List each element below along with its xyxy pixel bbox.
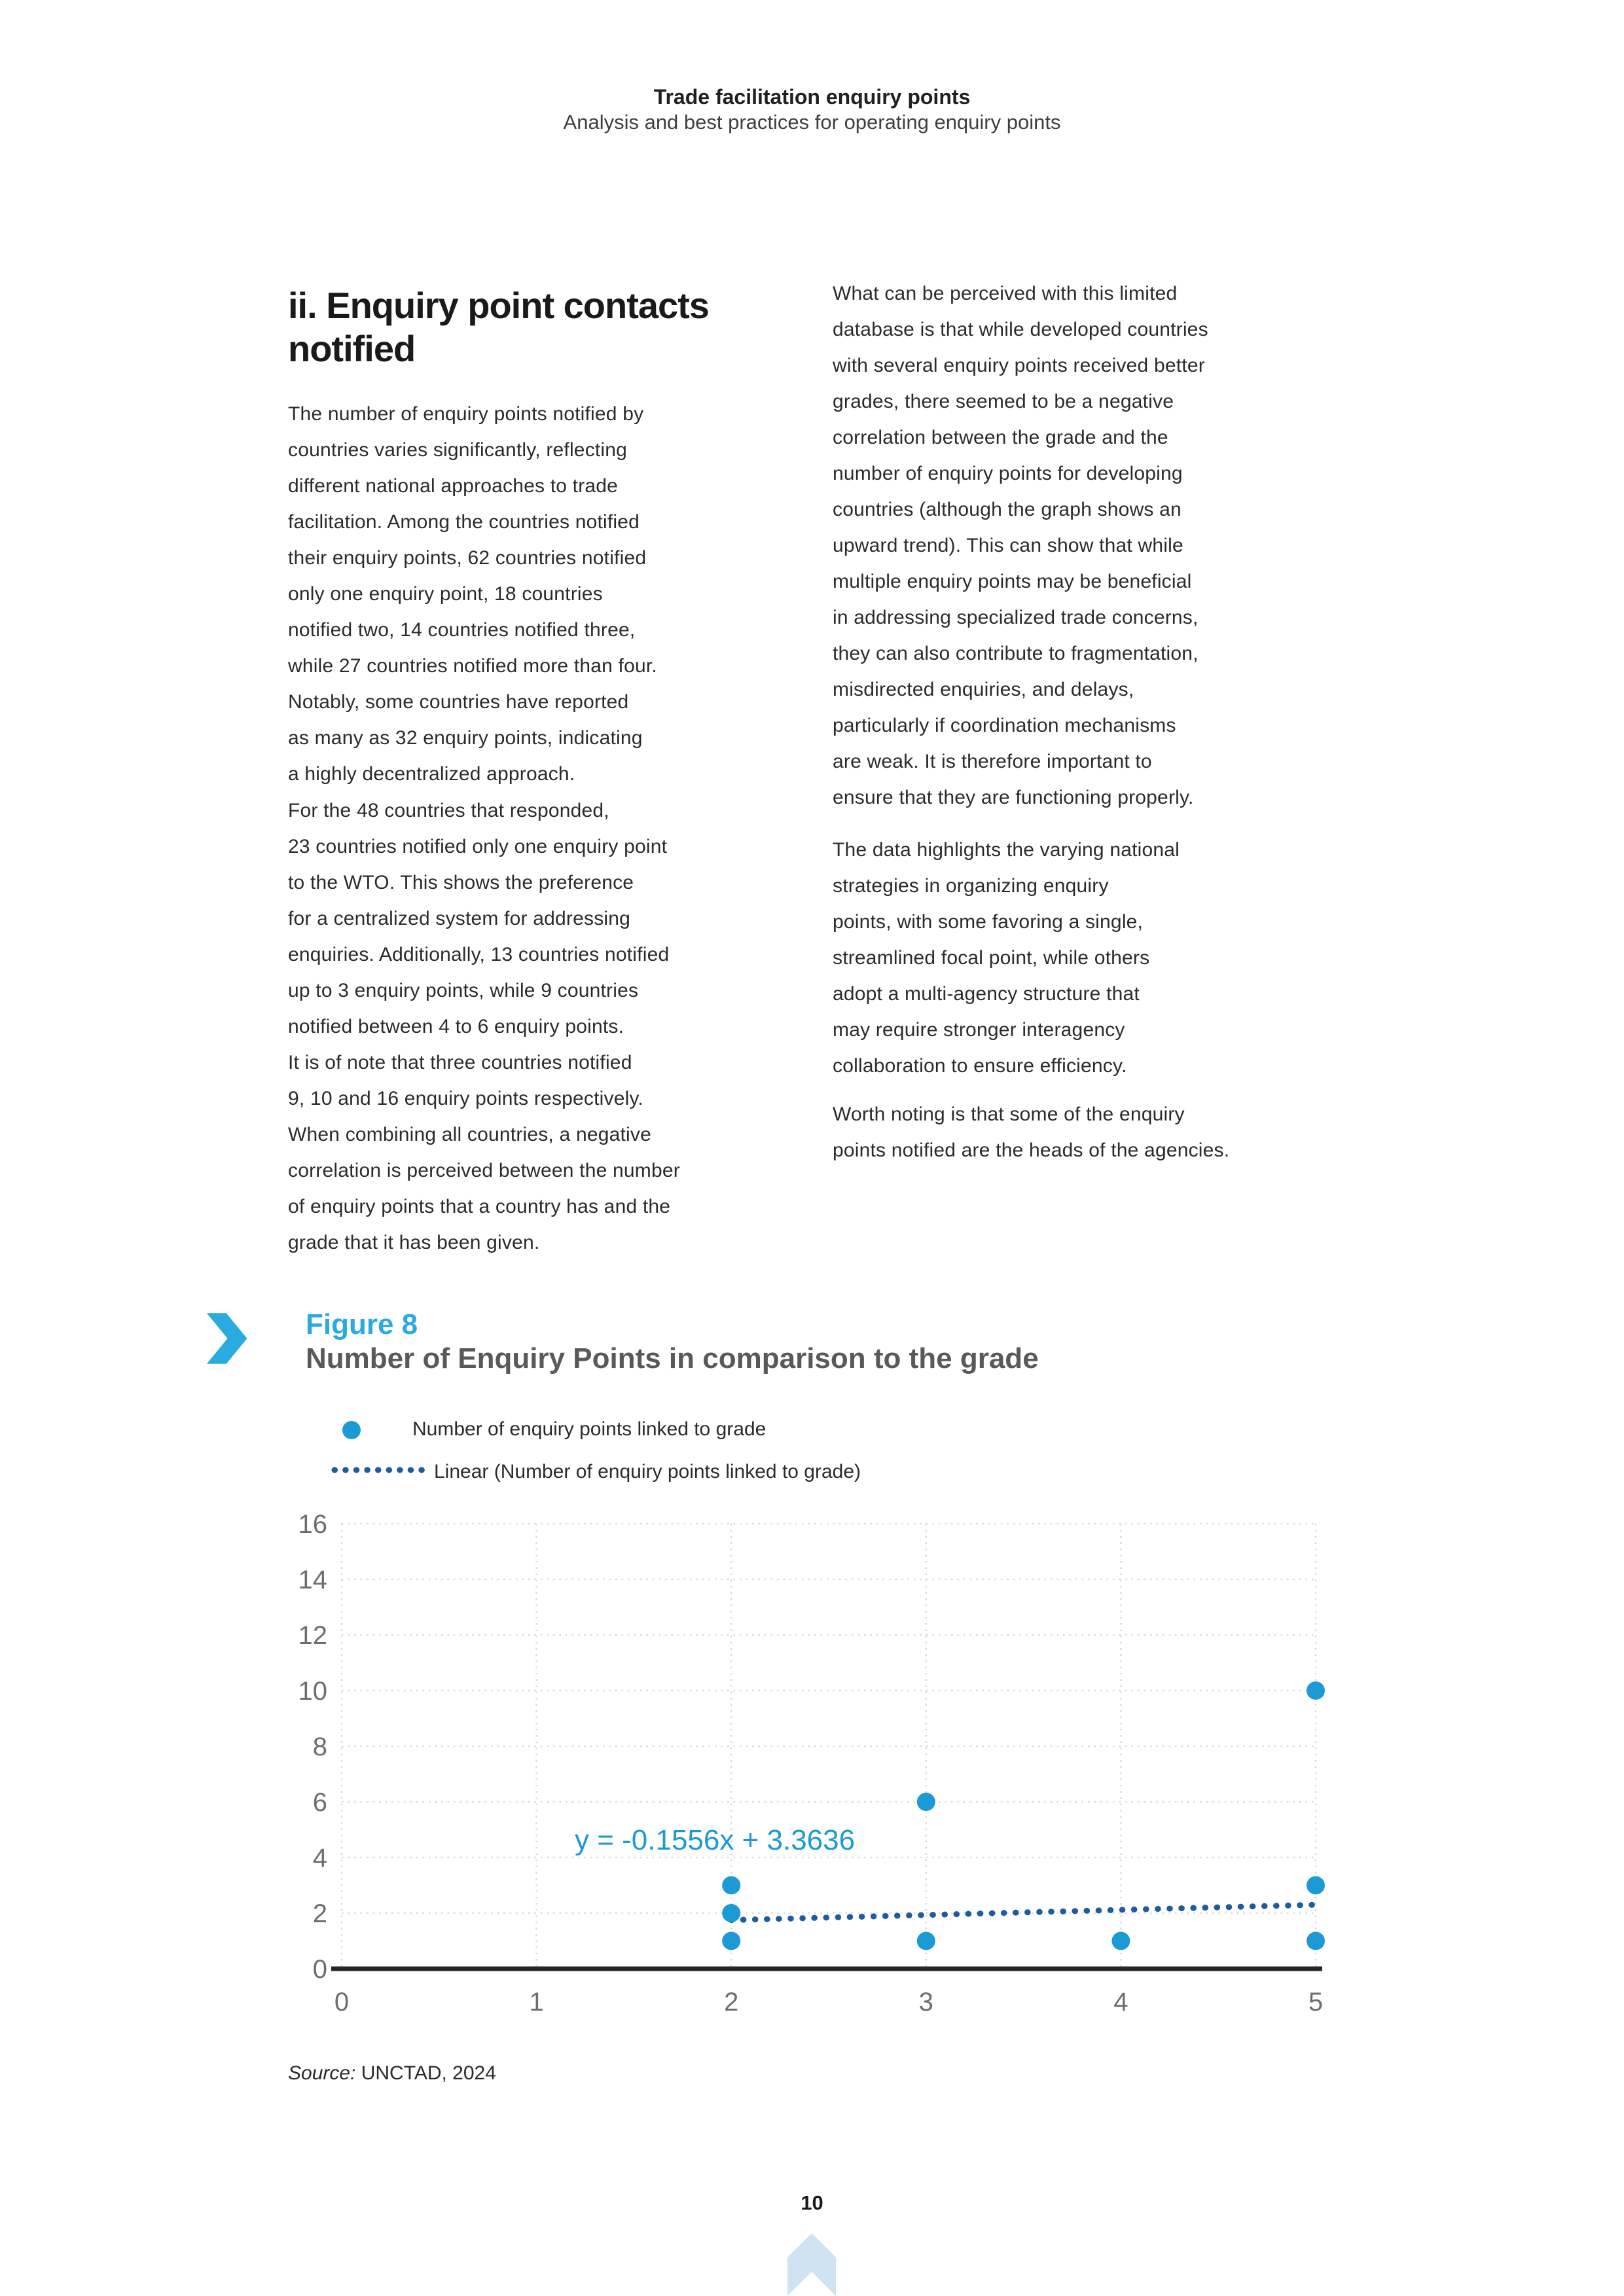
y-tick-label: 6: [313, 1788, 327, 1817]
data-point: [1307, 1876, 1325, 1895]
page-number: 10: [801, 2191, 823, 2214]
document-title: Trade facilitation enquiry points: [653, 85, 971, 109]
x-axis-tick-labels: 0 1 2 3 4 5: [334, 1988, 1323, 2017]
legend-linear-label: Linear (Number of enquiry points linked …: [434, 1461, 861, 1482]
y-tick-label: 0: [313, 1955, 327, 1984]
x-tick-label: 3: [919, 1988, 933, 2017]
right-column-paragraph-1: What can be perceived with this limited …: [833, 283, 1208, 808]
legend-point-label: Number of enquiry points linked to grade: [412, 1418, 767, 1440]
x-tick-label: 4: [1113, 1988, 1128, 2017]
y-tick-label: 16: [298, 1510, 328, 1539]
x-tick-label: 2: [724, 1988, 738, 2017]
data-point: [916, 1931, 935, 1950]
document-subtitle: Analysis and best practices for operatin…: [563, 111, 1061, 134]
y-tick-label: 12: [298, 1621, 328, 1650]
y-tick-label: 4: [313, 1844, 327, 1873]
data-point: [1307, 1681, 1325, 1700]
data-point: [722, 1904, 741, 1922]
data-point: [722, 1876, 741, 1895]
horizontal-gridlines: [342, 1522, 1316, 1914]
trendline: [728, 1901, 1319, 1924]
data-point: [1307, 1931, 1325, 1950]
x-tick-label: 1: [529, 1988, 543, 2017]
y-axis-tick-labels: 0 2 4 6 8 10 12 14 16: [298, 1510, 328, 1984]
right-column-paragraph-2: The data highlights the varying national…: [833, 839, 1180, 1077]
section-heading: ii. Enquiry point contacts notified: [288, 284, 710, 369]
y-tick-label: 2: [313, 1899, 327, 1928]
left-column-paragraph-1: The number of enquiry points notified by…: [288, 403, 657, 785]
right-column-paragraph-3: Worth noting is that some of the enquiry…: [833, 1103, 1230, 1161]
data-point: [916, 1793, 935, 1811]
y-tick-label: 14: [298, 1566, 328, 1594]
y-tick-label: 10: [298, 1677, 328, 1706]
figure-title: Number of Enquiry Points in comparison t…: [306, 1342, 1039, 1374]
x-tick-label: 5: [1308, 1988, 1323, 2017]
trendline-equation: y = -0.1556x + 3.3636: [575, 1824, 855, 1856]
legend-dotted-line-marker: [331, 1467, 429, 1473]
left-column-paragraph-2: For the 48 countries that responded, 23 …: [288, 800, 680, 1253]
source-label: Source:: [288, 2062, 356, 2084]
source-value: UNCTAD, 2024: [355, 2062, 496, 2084]
data-point: [1111, 1931, 1130, 1950]
legend-point-marker: [342, 1421, 361, 1439]
scatter-points: [722, 1681, 1325, 1950]
x-tick-label: 0: [334, 1988, 349, 2017]
figure-chevron-icon: [206, 1313, 247, 1364]
figure-source: Source: UNCTAD, 2024: [288, 2060, 496, 2087]
footer-chevron-icon: [787, 2233, 836, 2296]
page-header: Trade facilitation enquiry points Analys…: [0, 84, 1624, 135]
y-tick-label: 8: [313, 1732, 327, 1761]
figure-label: Figure 8: [306, 1308, 418, 1340]
data-point: [722, 1931, 741, 1950]
